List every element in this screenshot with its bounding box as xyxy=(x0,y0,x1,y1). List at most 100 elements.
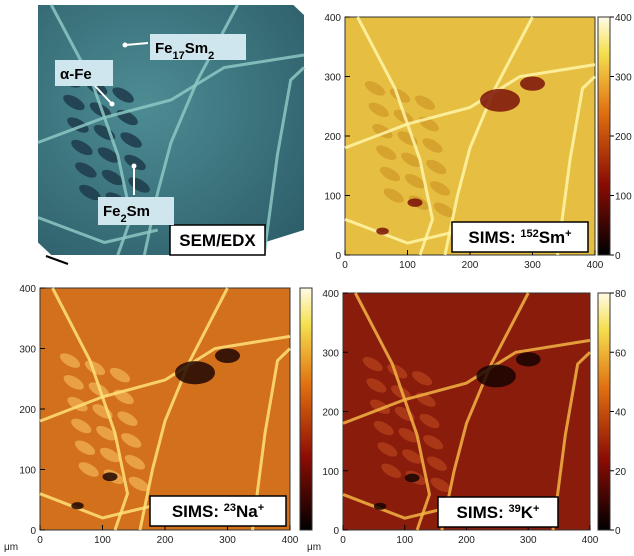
grain xyxy=(377,442,398,457)
grain-boundary xyxy=(342,338,591,425)
grain-boundary xyxy=(354,292,432,531)
colorbar-tick-label: 0 xyxy=(615,251,621,262)
grain xyxy=(379,166,401,182)
x-tick-label: 200 xyxy=(462,260,479,271)
grain xyxy=(112,87,134,103)
colorbar-tick-label: 400 xyxy=(615,13,632,24)
text-part: + xyxy=(258,502,264,514)
annotation-box xyxy=(150,34,246,60)
arrow-head xyxy=(131,163,137,169)
dark-spot xyxy=(480,88,520,112)
grain-boundary xyxy=(39,492,153,520)
x-tick-label: 300 xyxy=(524,260,541,271)
colorbar xyxy=(597,292,611,531)
grain xyxy=(404,173,426,189)
label-box xyxy=(437,496,559,528)
text-part: Sm xyxy=(185,40,208,57)
grain xyxy=(429,181,451,196)
annotation: Fe2Sm xyxy=(103,203,150,225)
colorbar xyxy=(597,16,611,256)
grain xyxy=(74,440,96,455)
grain xyxy=(96,425,117,441)
x-tick-label: 100 xyxy=(399,260,416,271)
text-part: Sm xyxy=(127,203,150,220)
y-tick-label: 200 xyxy=(324,132,341,143)
annotation: Fe17Sm2 xyxy=(155,40,214,62)
dark-spot xyxy=(373,502,387,510)
grain xyxy=(78,462,99,477)
arrow-head xyxy=(122,42,128,48)
y-tick-label: 100 xyxy=(324,192,341,203)
text-part: 23 xyxy=(224,502,236,514)
annotation-box xyxy=(98,197,174,225)
grain xyxy=(63,375,84,390)
grain xyxy=(364,81,386,96)
grain xyxy=(398,428,419,443)
grain xyxy=(383,188,404,203)
dark-spot xyxy=(102,472,118,482)
grain xyxy=(422,138,443,153)
grain xyxy=(99,447,121,463)
grain xyxy=(71,418,92,434)
grain-boundary xyxy=(551,351,592,531)
text-part: K xyxy=(521,503,534,522)
text-part: Fe xyxy=(103,203,121,220)
y-tick-label: 300 xyxy=(322,348,339,359)
x-tick-label: 200 xyxy=(458,535,475,546)
x-unit: μm xyxy=(307,542,321,553)
colorbar xyxy=(299,287,313,531)
x-tick-label: 0 xyxy=(340,535,346,546)
arrow-head xyxy=(109,101,115,107)
grain xyxy=(128,476,149,492)
x-tick-label: 200 xyxy=(157,535,174,546)
grain xyxy=(124,154,146,171)
scale-bar xyxy=(45,255,69,265)
dark-spot xyxy=(376,227,389,235)
grain xyxy=(414,95,436,110)
dark-spot xyxy=(476,364,516,388)
annotation: α-Fe xyxy=(60,66,92,83)
grain xyxy=(362,356,383,372)
grain xyxy=(97,147,120,163)
grain-boundary xyxy=(138,287,229,531)
x-tick-label: 400 xyxy=(282,535,299,546)
label-box xyxy=(169,224,266,256)
y-tick-label: 0 xyxy=(333,526,339,537)
annotation-arrow xyxy=(124,42,149,46)
panel-label: SEM/EDX xyxy=(179,231,256,250)
text-part: 152 xyxy=(520,228,538,240)
grain xyxy=(75,162,97,178)
grain-boundary xyxy=(51,287,130,531)
x-tick-label: 100 xyxy=(94,535,111,546)
y-tick-label: 0 xyxy=(335,251,341,262)
panel-label: SIMS: 39K+ xyxy=(457,503,540,522)
colorbar-tick-label: 100 xyxy=(615,192,632,203)
grain xyxy=(426,159,447,175)
grain xyxy=(419,413,440,429)
grain xyxy=(59,353,81,368)
grain xyxy=(430,477,451,493)
x-tick-label: 0 xyxy=(342,260,348,271)
text-part: SIMS: xyxy=(468,228,520,247)
grain-boundary xyxy=(344,217,458,245)
x-tick-label: 300 xyxy=(520,535,537,546)
colorbar-tick-label: 80 xyxy=(615,289,627,300)
grain-boundary xyxy=(39,334,291,423)
annotation-arrow xyxy=(94,85,113,105)
grain xyxy=(426,456,447,471)
grain xyxy=(433,202,454,218)
dark-spot xyxy=(71,502,84,510)
x-tick-label: 0 xyxy=(37,535,43,546)
text-part: 39 xyxy=(508,503,520,515)
y-tick-label: 100 xyxy=(19,466,36,477)
y-tick-label: 200 xyxy=(322,408,339,419)
grain-boundary xyxy=(49,4,133,256)
y-tick-label: 300 xyxy=(324,73,341,84)
grain xyxy=(376,145,397,160)
dark-spot xyxy=(175,361,215,385)
label-box xyxy=(451,221,589,253)
grain xyxy=(373,420,394,436)
dark-spot xyxy=(515,352,541,367)
grain xyxy=(67,117,89,133)
